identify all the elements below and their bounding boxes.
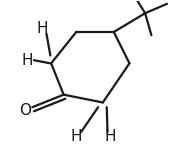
Text: O: O bbox=[19, 103, 31, 118]
Text: H: H bbox=[70, 129, 82, 144]
Text: H: H bbox=[36, 21, 48, 36]
Text: H: H bbox=[22, 53, 33, 68]
Text: H: H bbox=[105, 129, 116, 144]
